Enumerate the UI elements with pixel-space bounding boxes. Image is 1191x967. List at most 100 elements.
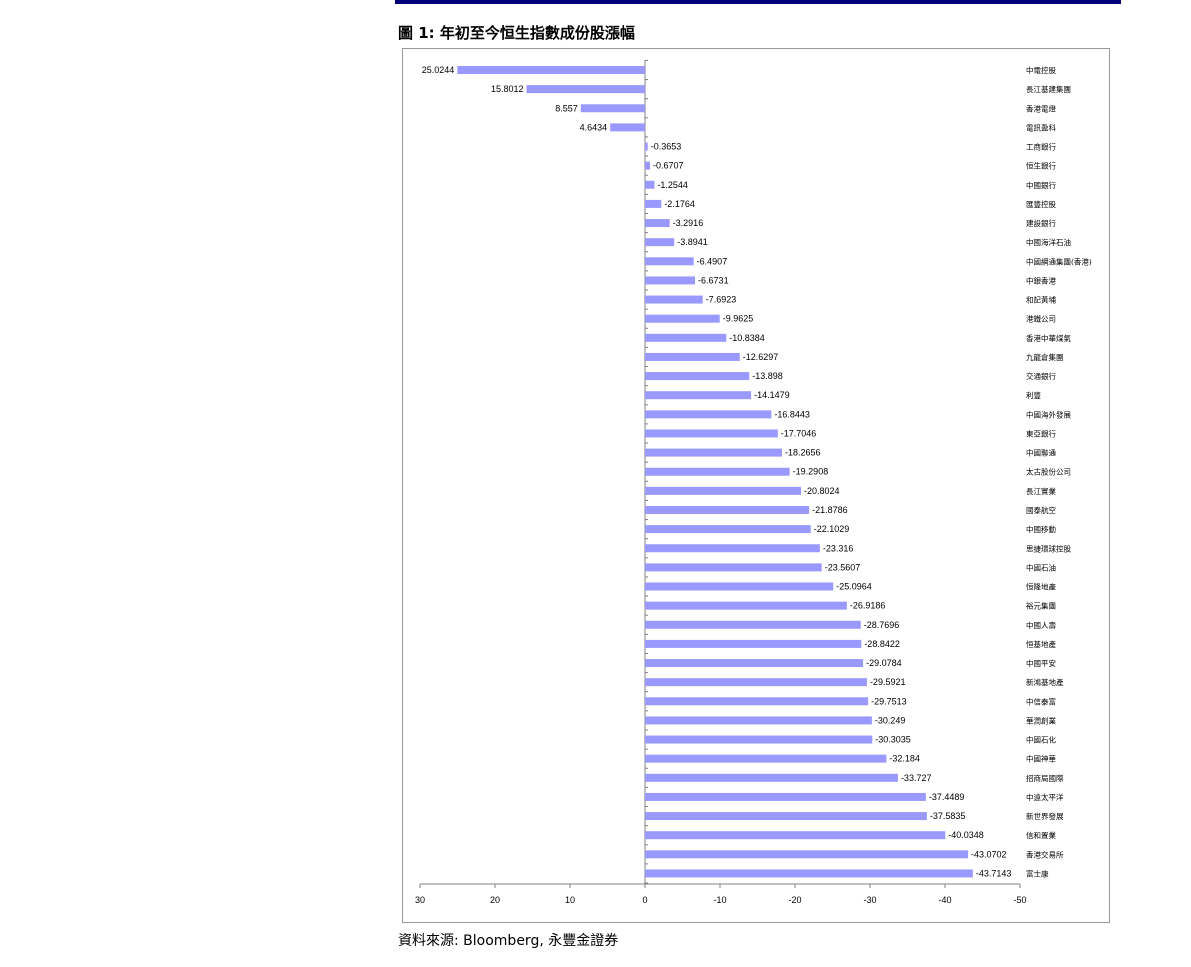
category-label: 長江基建集團	[1026, 84, 1071, 94]
chart-title: 圖 1: 年初至今恒生指數成份股漲幅	[398, 24, 635, 42]
bar	[645, 563, 822, 572]
data-label: -16.8443	[774, 409, 810, 419]
data-label: -19.2908	[793, 467, 829, 477]
bar	[645, 238, 675, 247]
data-label: -43.0702	[971, 849, 1007, 859]
bar	[645, 544, 820, 553]
category-label: 港鐵公司	[1026, 314, 1056, 324]
category-label: 恒生銀行	[1026, 161, 1056, 171]
data-label: -9.9625	[723, 314, 754, 324]
bar	[645, 678, 867, 687]
data-label: -23.5607	[825, 562, 861, 572]
data-label: -23.316	[823, 543, 854, 553]
bar	[645, 525, 811, 534]
x-tick-label: 20	[490, 895, 500, 905]
category-label: 中國銀行	[1026, 180, 1056, 190]
data-label: -3.2916	[673, 218, 704, 228]
data-label: -32.184	[889, 754, 920, 764]
x-tick-label: -50	[1013, 895, 1026, 905]
bar	[645, 180, 655, 189]
category-label: 裕元集團	[1026, 601, 1056, 611]
bar	[645, 697, 869, 706]
data-label: -21.8786	[812, 505, 848, 515]
category-label: 中信泰富	[1026, 696, 1056, 706]
bar	[645, 199, 662, 208]
x-tick-label: 10	[565, 895, 575, 905]
category-label: 長江實業	[1026, 486, 1056, 496]
bar	[645, 467, 790, 476]
data-label: -30.249	[875, 715, 906, 725]
data-label: -26.9186	[850, 601, 886, 611]
category-label: 中國平安	[1026, 658, 1056, 668]
category-label: 利豐	[1026, 390, 1042, 400]
data-label: -20.8024	[804, 486, 840, 496]
category-label: 中國人壽	[1026, 620, 1056, 630]
bar	[645, 219, 670, 228]
category-label: 中國海洋石油	[1026, 237, 1071, 247]
category-label: 工商銀行	[1026, 142, 1056, 152]
category-label: 招商局國際	[1026, 773, 1064, 783]
bar	[645, 257, 694, 266]
bar	[645, 716, 872, 725]
bar	[645, 429, 778, 438]
category-label: 中國聯通	[1026, 448, 1056, 458]
data-label: -30.3035	[875, 735, 911, 745]
bar	[580, 104, 645, 113]
data-label: -29.7513	[871, 696, 907, 706]
x-tick-label: -40	[938, 895, 951, 905]
category-label: 信和置業	[1026, 830, 1056, 840]
x-tick-label: 30	[415, 895, 425, 905]
bar	[645, 812, 927, 821]
data-label: -29.0784	[866, 658, 902, 668]
category-label: 中電控股	[1026, 65, 1056, 75]
bar	[645, 314, 720, 323]
data-label: -3.8941	[677, 237, 708, 247]
bar	[645, 410, 772, 419]
bar	[645, 792, 926, 801]
category-label: 交通銀行	[1026, 371, 1056, 381]
bar	[645, 601, 847, 610]
data-label: 25.0244	[422, 65, 455, 75]
category-label: 東亞銀行	[1026, 428, 1056, 438]
bar	[645, 333, 727, 342]
category-label: 恒基地產	[1026, 639, 1056, 649]
data-label: 4.6434	[580, 122, 608, 132]
bar	[645, 754, 887, 763]
category-label: 匯豐控股	[1026, 199, 1056, 209]
data-label: -13.898	[752, 371, 783, 381]
data-label: -40.0348	[948, 830, 984, 840]
category-label: 恒隆地產	[1026, 582, 1056, 592]
bar	[645, 505, 810, 514]
bar	[645, 161, 651, 170]
data-label: -18.2656	[785, 448, 821, 458]
category-label: 中國海外發展	[1026, 409, 1071, 419]
category-label: 建設銀行	[1026, 218, 1056, 228]
category-label: 香港電燈	[1026, 103, 1056, 113]
bar	[610, 123, 645, 132]
category-label: 思捷環球控股	[1026, 543, 1071, 553]
data-label: -6.6731	[698, 275, 729, 285]
category-label: 香港中華煤氣	[1026, 333, 1071, 343]
category-label: 中國移動	[1026, 524, 1056, 534]
bar	[645, 850, 969, 859]
bar	[645, 735, 873, 744]
x-tick-label: -20	[788, 895, 801, 905]
category-label: 國泰航空	[1026, 505, 1056, 515]
source-note: 資料來源: Bloomberg, 永豐金證券	[398, 933, 619, 949]
category-label: 中銀香港	[1026, 275, 1056, 285]
category-label: 太古股份公司	[1026, 467, 1071, 477]
data-label: -6.4907	[697, 256, 728, 266]
bar	[645, 276, 696, 285]
data-label: -33.727	[901, 773, 932, 783]
category-label: 中國神華	[1026, 754, 1056, 764]
data-label: -0.3653	[651, 142, 682, 152]
bar	[645, 831, 946, 840]
data-label: -2.1764	[664, 199, 695, 209]
bar	[457, 66, 645, 74]
category-label: 九龍倉集團	[1026, 352, 1064, 362]
bar	[645, 142, 648, 151]
data-label: -43.7143	[976, 868, 1012, 878]
category-label: 新世界發展	[1026, 811, 1064, 821]
bar	[645, 486, 802, 495]
